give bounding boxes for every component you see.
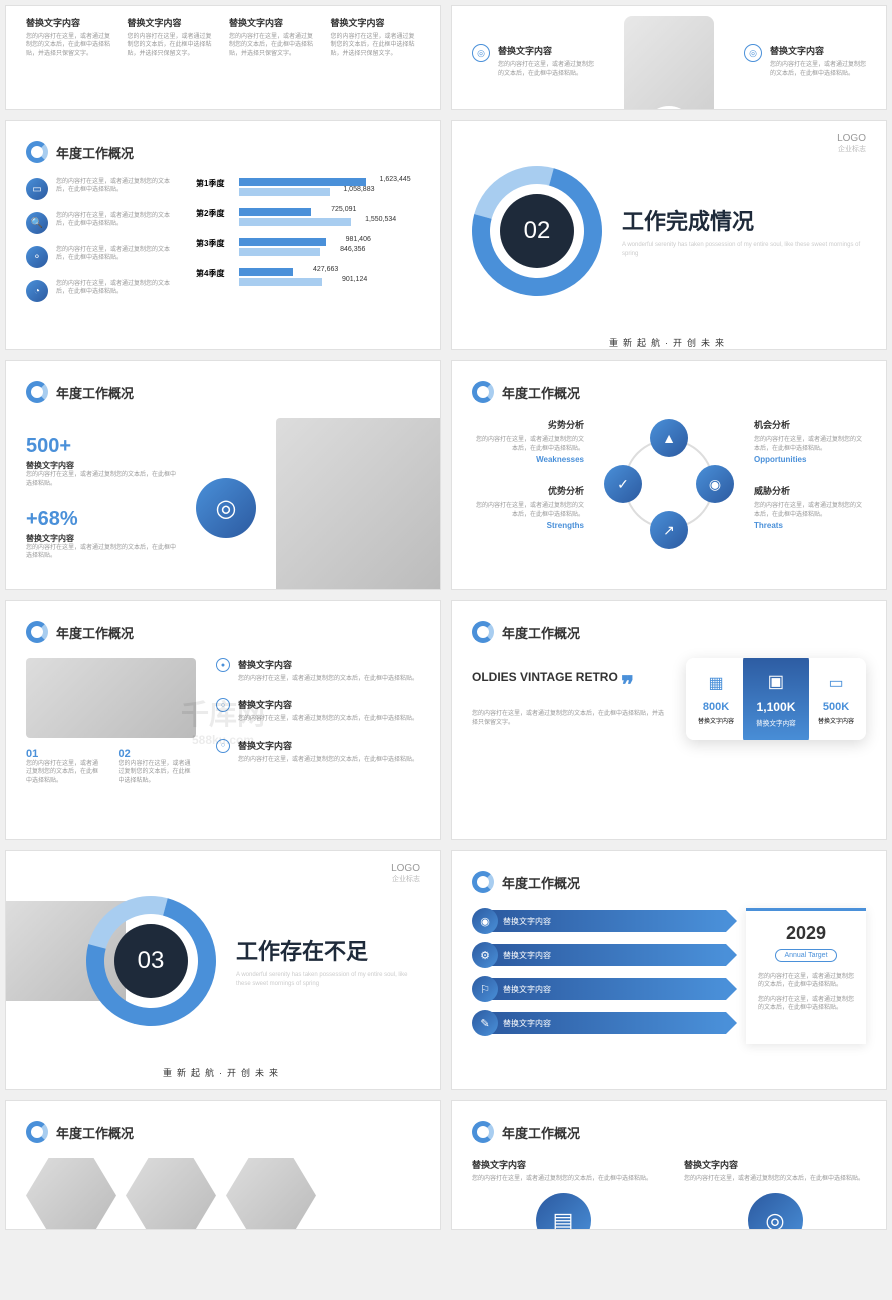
headline: OLDIES VINTAGE RETRO xyxy=(472,670,618,684)
bullet-icon: ○ xyxy=(216,698,230,712)
bullet-icon: ● xyxy=(216,658,230,672)
slide-9-divider: LOGO企业标志 03 工作存在不足 A wonderful serenity … xyxy=(5,850,441,1090)
lamp-icon: ◉ xyxy=(472,908,498,934)
hexagon-image xyxy=(126,1158,216,1230)
slide-7: 年度工作概况 千库网588ku.com 01您的内容打在这里，或者通过复制您的文… xyxy=(5,600,441,840)
rocket-icon: ↗ xyxy=(650,511,688,549)
bar-chart: 第1季度1,623,4451,058,883第2季度725,0911,550,5… xyxy=(196,178,420,314)
ring-icon xyxy=(472,381,494,403)
logo: LOGO企业标志 xyxy=(391,863,420,884)
cone-icon: ▲ xyxy=(650,419,688,457)
share-icon: ⚬ xyxy=(26,246,48,268)
swot-tag: Weaknesses xyxy=(472,455,584,464)
circle-icon: ◎ xyxy=(472,44,490,62)
slide-11: 年度工作概况 xyxy=(5,1100,441,1230)
ring-icon xyxy=(26,1121,48,1143)
slide-12: 年度工作概况 替换文字内容您的内容打在这里，或者通过复制您的文本后，在此框中选择… xyxy=(451,1100,887,1230)
tagline: 重新起航·开创未来 xyxy=(472,336,866,349)
section-badge: 02 xyxy=(472,166,602,296)
item-title: 替换文字内容 xyxy=(26,16,116,29)
section-badge: 03 xyxy=(86,896,216,1026)
bullet-icon: ○ xyxy=(216,739,230,753)
ring-icon xyxy=(26,141,48,163)
target-icon: ◎ xyxy=(748,1193,803,1230)
col-item: 替换文字内容您的内容打在这里，或者通过复制您的文本后，在此框中选择粘贴，并选择只… xyxy=(26,16,116,58)
section-subtitle: A wonderful serenity has taken possessio… xyxy=(622,241,866,259)
slide-title: 年度工作概况 xyxy=(56,143,134,162)
idea-icon: ◉ xyxy=(696,465,734,503)
slide-5-stats: 年度工作概况 500+替换文字内容您的内容打在这里，或者通过复制您的文本后，在此… xyxy=(5,360,441,590)
stat-number: +68% xyxy=(26,508,176,531)
col-item: 替换文字内容您的内容打在这里，或者通过复制您的文本后，在此框中选择粘贴，并选择只… xyxy=(331,16,421,58)
target-icon: ◎ xyxy=(196,478,256,538)
chart-icon: ◔ xyxy=(26,280,48,302)
circle-icon: ◎ xyxy=(744,44,762,62)
slide-8-cards: 年度工作概况 OLDIES VINTAGE RETRO ❞ 您的内容打在这里，或… xyxy=(451,600,887,840)
presentation-icon: ▦ xyxy=(691,673,741,693)
year-value: 2029 xyxy=(758,923,854,944)
slide-1: 替换文字内容您的内容打在这里，或者通过复制您的文本后，在此框中选择粘贴，并选择只… xyxy=(5,5,441,110)
target-badge: Annual Target xyxy=(775,949,836,962)
target-card: 2029 Annual Target 您的内容打在这里，或者通过复制您的文本后，… xyxy=(746,908,866,1044)
doc-icon: ▭ xyxy=(26,178,48,200)
ring-icon xyxy=(472,621,494,643)
section-number: 02 xyxy=(500,194,574,268)
ring-icon xyxy=(26,381,48,403)
slide-10-arrows: 年度工作概况 ◉替换文字内容 ⚙替换文字内容 ⚐替换文字内容 ✎替换文字内容 2… xyxy=(451,850,887,1090)
ring-icon xyxy=(472,871,494,893)
stat-number: 500+ xyxy=(26,435,176,458)
slide-2: ◎替换文字内容您的内容打在这里，或者通过复制您的文本后，在此框中选择粘贴。 ◎替… xyxy=(451,5,887,110)
item-text: 您的内容打在这里，或者通过复制您的文本后，在此框中选择粘贴，并选择只保留文字。 xyxy=(26,33,116,58)
slide-3-barchart: 年度工作概况 ▭您的内容打在这里，或者通过复制您的文本后，在此框中选择粘贴。 🔍… xyxy=(5,120,441,350)
slide-4-divider: LOGO企业标志 02 工作完成情况 A wonderful serenity … xyxy=(451,120,887,350)
search-icon: 🔍 xyxy=(26,212,48,234)
tool-icon: ✎ xyxy=(472,1010,498,1036)
quote-icon: ❞ xyxy=(621,672,634,699)
hexagon-image xyxy=(226,1158,316,1230)
col-item: 替换文字内容您的内容打在这里，或者通过复制您的文本后，在此框中选择粘贴，并选择只… xyxy=(229,16,319,58)
section-title: 工作完成情况 xyxy=(622,204,866,236)
col-item: 替换文字内容您的内容打在这里，或者通过复制您的文本后，在此框中选择粘贴，并选择只… xyxy=(128,16,218,58)
screen-icon: ▣ xyxy=(749,670,804,692)
check-icon: ✓ xyxy=(604,465,642,503)
swot-title: 劣势分析 xyxy=(472,418,584,431)
ring-icon xyxy=(472,1121,494,1143)
card-value: 800K xyxy=(691,701,741,713)
slide-6-swot: 年度工作概况 劣势分析您的内容打在这里，或者通过复制您的文本后，在此框中选择粘贴… xyxy=(451,360,887,590)
hexagon-image xyxy=(26,1158,116,1230)
photo-placeholder xyxy=(624,16,714,110)
image-placeholder xyxy=(26,658,196,738)
stat-cards: ▦800K替换文字内容 ▣1,100K替换文字内容 ▭500K替换文字内容 xyxy=(686,658,866,740)
ring-icon xyxy=(26,621,48,643)
people-icon: ⚐ xyxy=(472,976,498,1002)
section-number: 03 xyxy=(114,924,188,998)
section-title: 工作存在不足 xyxy=(236,934,420,966)
image-placeholder xyxy=(276,418,440,590)
swot-diagram: ▲ ◉ ↗ ✓ xyxy=(604,419,734,549)
document-icon: ▤ xyxy=(536,1193,591,1230)
arrow-label: 替换文字内容 xyxy=(488,910,726,932)
gear-icon: ⚙ xyxy=(472,942,498,968)
book-icon: ▭ xyxy=(811,673,861,693)
num-label: 01 xyxy=(26,748,104,760)
logo: LOGO企业标志 xyxy=(837,133,866,154)
